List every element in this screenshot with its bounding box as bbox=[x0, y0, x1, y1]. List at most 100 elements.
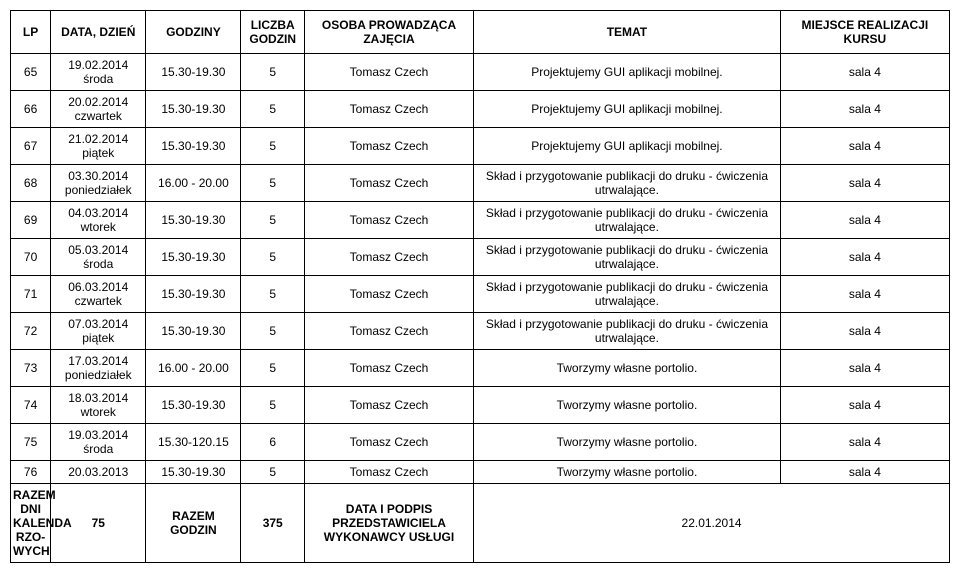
cell-person: Tomasz Czech bbox=[304, 276, 473, 313]
cell-date-value: 07.03.2014 bbox=[53, 317, 143, 331]
cell-num: 5 bbox=[241, 54, 304, 91]
table-row: 7317.03.2014poniedziałek16.00 - 20.005To… bbox=[11, 350, 950, 387]
cell-hours: 15.30-19.30 bbox=[146, 461, 241, 484]
cell-lp: 76 bbox=[11, 461, 51, 484]
header-row: LP DATA, DZIEŃ GODZINY LICZBA GODZIN OSO… bbox=[11, 11, 950, 54]
cell-num: 5 bbox=[241, 276, 304, 313]
cell-num: 5 bbox=[241, 313, 304, 350]
cell-date-value: 18.03.2014 bbox=[53, 391, 143, 405]
cell-topic: Skład i przygotowanie publikacji do druk… bbox=[474, 202, 781, 239]
cell-num: 6 bbox=[241, 424, 304, 461]
cell-date-day: czwartek bbox=[53, 109, 143, 123]
cell-date-day: poniedziałek bbox=[53, 368, 143, 382]
cell-topic: Skład i przygotowanie publikacji do druk… bbox=[474, 239, 781, 276]
cell-num: 5 bbox=[241, 202, 304, 239]
cell-person: Tomasz Czech bbox=[304, 202, 473, 239]
cell-lp: 72 bbox=[11, 313, 51, 350]
cell-lp: 73 bbox=[11, 350, 51, 387]
table-row: 7207.03.2014piątek15.30-19.305Tomasz Cze… bbox=[11, 313, 950, 350]
cell-topic: Skład i przygotowanie publikacji do druk… bbox=[474, 276, 781, 313]
cell-num: 5 bbox=[241, 387, 304, 424]
cell-date-value: 06.03.2014 bbox=[53, 280, 143, 294]
cell-hours: 15.30-19.30 bbox=[146, 128, 241, 165]
cell-date-value: 17.03.2014 bbox=[53, 354, 143, 368]
footer-row: RAZEM DNI KALENDA RZO- WYCH 75 RAZEM GOD… bbox=[11, 484, 950, 563]
cell-date-value: 20.03.2013 bbox=[53, 465, 143, 479]
footer-days-value: 75 bbox=[51, 484, 146, 563]
cell-date-value: 03.30.2014 bbox=[53, 169, 143, 183]
table-row: 7519.03.2014środa15.30-120.156Tomasz Cze… bbox=[11, 424, 950, 461]
cell-person: Tomasz Czech bbox=[304, 313, 473, 350]
header-person: OSOBA PROWADZĄCA ZAJĘCIA bbox=[304, 11, 473, 54]
cell-lp: 70 bbox=[11, 239, 51, 276]
cell-lp: 67 bbox=[11, 128, 51, 165]
cell-loc: sala 4 bbox=[780, 239, 949, 276]
cell-num: 5 bbox=[241, 461, 304, 484]
cell-loc: sala 4 bbox=[780, 165, 949, 202]
cell-person: Tomasz Czech bbox=[304, 54, 473, 91]
cell-hours: 16.00 - 20.00 bbox=[146, 165, 241, 202]
header-hours: GODZINY bbox=[146, 11, 241, 54]
table-row: 6904.03.2014wtorek15.30-19.305Tomasz Cze… bbox=[11, 202, 950, 239]
header-date: DATA, DZIEŃ bbox=[51, 11, 146, 54]
header-num: LICZBA GODZIN bbox=[241, 11, 304, 54]
cell-person: Tomasz Czech bbox=[304, 239, 473, 276]
cell-lp: 65 bbox=[11, 54, 51, 91]
cell-loc: sala 4 bbox=[780, 91, 949, 128]
table-row: 7005.03.2014środa15.30-19.305Tomasz Czec… bbox=[11, 239, 950, 276]
cell-date-day: wtorek bbox=[53, 405, 143, 419]
cell-topic: Projektujemy GUI aplikacji mobilnej. bbox=[474, 128, 781, 165]
cell-date: 03.30.2014poniedziałek bbox=[51, 165, 146, 202]
cell-hours: 15.30-19.30 bbox=[146, 276, 241, 313]
table-row: 6721.02.2014piątek15.30-19.305Tomasz Cze… bbox=[11, 128, 950, 165]
footer-hours-label: RAZEM GODZIN bbox=[146, 484, 241, 563]
cell-loc: sala 4 bbox=[780, 276, 949, 313]
cell-lp: 66 bbox=[11, 91, 51, 128]
cell-date: 19.02.2014środa bbox=[51, 54, 146, 91]
cell-date-value: 21.02.2014 bbox=[53, 132, 143, 146]
cell-num: 5 bbox=[241, 128, 304, 165]
cell-loc: sala 4 bbox=[780, 461, 949, 484]
cell-person: Tomasz Czech bbox=[304, 350, 473, 387]
cell-lp: 68 bbox=[11, 165, 51, 202]
cell-num: 5 bbox=[241, 91, 304, 128]
cell-date-value: 19.03.2014 bbox=[53, 428, 143, 442]
cell-loc: sala 4 bbox=[780, 202, 949, 239]
cell-loc: sala 4 bbox=[780, 424, 949, 461]
header-lp: LP bbox=[11, 11, 51, 54]
table-row: 6803.30.2014poniedziałek16.00 - 20.005To… bbox=[11, 165, 950, 202]
cell-loc: sala 4 bbox=[780, 350, 949, 387]
cell-num: 5 bbox=[241, 165, 304, 202]
cell-date-day: poniedziałek bbox=[53, 183, 143, 197]
schedule-table-wrap: LP DATA, DZIEŃ GODZINY LICZBA GODZIN OSO… bbox=[10, 10, 950, 563]
table-row: 7418.03.2014wtorek15.30-19.305Tomasz Cze… bbox=[11, 387, 950, 424]
table-row: 7106.03.2014czwartek15.30-19.305Tomasz C… bbox=[11, 276, 950, 313]
cell-person: Tomasz Czech bbox=[304, 165, 473, 202]
cell-num: 5 bbox=[241, 350, 304, 387]
cell-loc: sala 4 bbox=[780, 387, 949, 424]
cell-topic: Tworzymy własne portolio. bbox=[474, 350, 781, 387]
cell-date-day: czwartek bbox=[53, 294, 143, 308]
cell-date: 05.03.2014środa bbox=[51, 239, 146, 276]
cell-date: 20.03.2013 bbox=[51, 461, 146, 484]
cell-date: 21.02.2014piątek bbox=[51, 128, 146, 165]
cell-date-value: 20.02.2014 bbox=[53, 95, 143, 109]
cell-lp: 69 bbox=[11, 202, 51, 239]
cell-person: Tomasz Czech bbox=[304, 128, 473, 165]
table-row: 7620.03.201315.30-19.305Tomasz CzechTwor… bbox=[11, 461, 950, 484]
cell-person: Tomasz Czech bbox=[304, 387, 473, 424]
cell-hours: 15.30-19.30 bbox=[146, 387, 241, 424]
cell-hours: 16.00 - 20.00 bbox=[146, 350, 241, 387]
cell-lp: 74 bbox=[11, 387, 51, 424]
cell-date-day: środa bbox=[53, 442, 143, 456]
footer-signature-date: 22.01.2014 bbox=[474, 484, 950, 563]
cell-topic: Tworzymy własne portolio. bbox=[474, 387, 781, 424]
cell-person: Tomasz Czech bbox=[304, 91, 473, 128]
table-row: 6519.02.2014środa15.30-19.305Tomasz Czec… bbox=[11, 54, 950, 91]
footer-hours-value: 375 bbox=[241, 484, 304, 563]
cell-loc: sala 4 bbox=[780, 128, 949, 165]
cell-topic: Projektujemy GUI aplikacji mobilnej. bbox=[474, 54, 781, 91]
cell-topic: Skład i przygotowanie publikacji do druk… bbox=[474, 313, 781, 350]
cell-hours: 15.30-19.30 bbox=[146, 202, 241, 239]
cell-loc: sala 4 bbox=[780, 54, 949, 91]
